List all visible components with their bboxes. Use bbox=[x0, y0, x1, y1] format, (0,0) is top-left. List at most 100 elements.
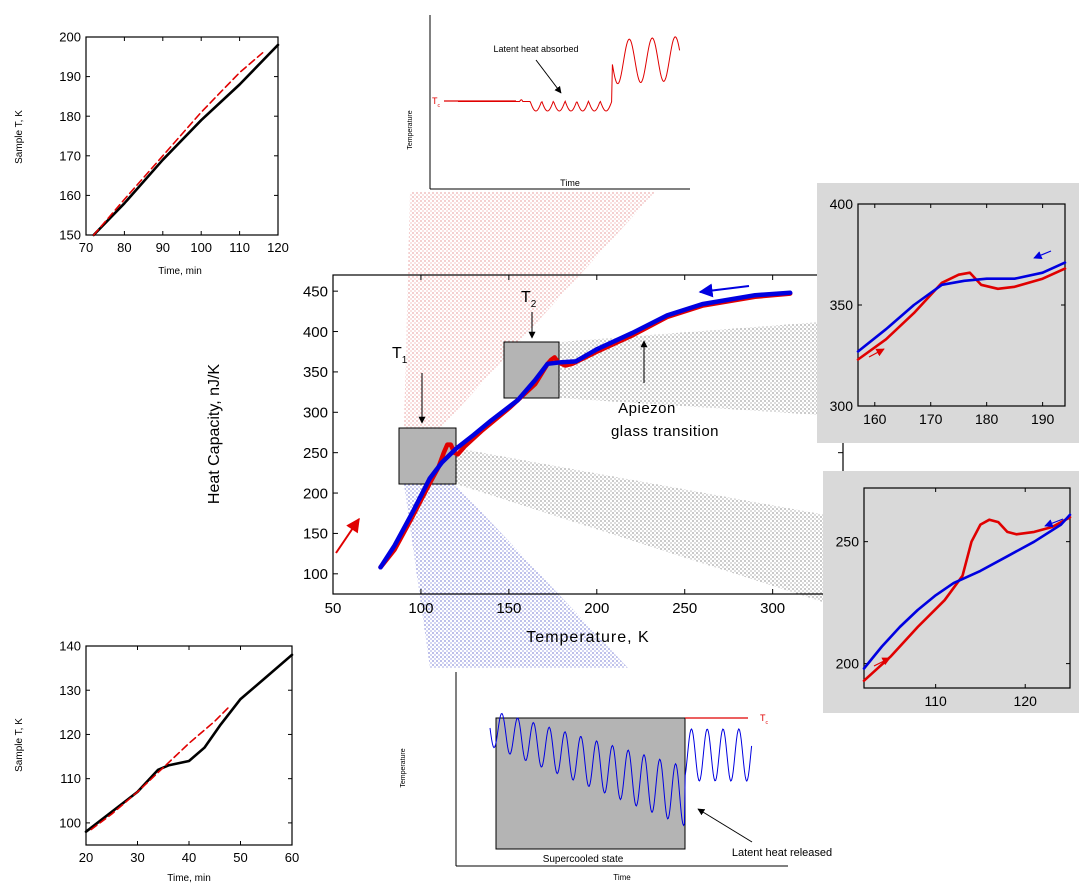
y-tick-label: 170 bbox=[59, 148, 81, 163]
x-tick-label: 200 bbox=[584, 600, 609, 617]
bm-note: Latent heat released bbox=[732, 847, 832, 859]
x-tick-label: 50 bbox=[233, 850, 247, 865]
rb-plot-frame bbox=[863, 487, 1071, 689]
bottom-left-inset: 20 30 40 50 60 100 110 120 130 140 Time, min Samp… bbox=[14, 639, 299, 884]
tm-note: Latent heat absorbed bbox=[493, 44, 578, 54]
x-tick-label: 190 bbox=[1031, 411, 1055, 427]
x-tick-label: 110 bbox=[924, 693, 947, 709]
series-line-red bbox=[90, 704, 231, 831]
y-tick-label: 130 bbox=[59, 683, 81, 698]
bm-box-label: Supercooled state bbox=[543, 854, 624, 865]
y-tick-label: 120 bbox=[59, 727, 81, 742]
series-line-red bbox=[856, 267, 1067, 361]
rb-cool-arrow bbox=[1044, 518, 1064, 528]
bm-wave bbox=[489, 712, 753, 827]
x-tick-label: 30 bbox=[130, 850, 144, 865]
x-tick-label: 160 bbox=[863, 411, 887, 427]
y-tick-label: 190 bbox=[59, 69, 81, 84]
x-tick-label: 120 bbox=[267, 240, 289, 255]
y-tick-label: 350 bbox=[303, 364, 328, 381]
t1-main: T bbox=[392, 345, 402, 362]
main-series bbox=[378, 290, 793, 570]
zoom-cones bbox=[404, 192, 826, 668]
y-tick-label: 110 bbox=[60, 771, 81, 786]
y-tick-label: 450 bbox=[303, 283, 328, 300]
heating-arrow bbox=[335, 517, 360, 554]
series-line-red bbox=[862, 516, 1072, 682]
y-tick-label: 250 bbox=[303, 445, 328, 462]
series-line-blue bbox=[862, 513, 1072, 670]
right-top-inset: 160 170 180 190 300 350 400 bbox=[817, 183, 1079, 443]
x-tick-label: 50 bbox=[325, 600, 342, 617]
right-bottom-inset: 110 120 200 250 bbox=[823, 471, 1079, 713]
top-left-inset: 70 80 90 100 110 120 150 160 170 180 190 200 Time, … bbox=[14, 30, 289, 277]
x-tick-label: 110 bbox=[229, 240, 250, 255]
rb-heat-arrow bbox=[873, 657, 891, 667]
bottom-middle-schematic: Time Temperature Supercooled state Tc La… bbox=[400, 672, 832, 882]
x-tick-label: 300 bbox=[760, 600, 785, 617]
tl-ticks: 70 80 90 100 110 120 150 160 170 180 190 200 bbox=[59, 30, 289, 255]
x-tick-label: 170 bbox=[919, 411, 943, 427]
apiezon-line2: glass transition bbox=[611, 423, 719, 440]
y-tick-label: 300 bbox=[303, 405, 328, 422]
y-tick-label: 200 bbox=[303, 485, 328, 502]
cone-gray-upper bbox=[559, 322, 820, 415]
x-tick-label: 100 bbox=[408, 600, 433, 617]
bm-tc-main: T bbox=[760, 713, 766, 723]
cone-gray-lower bbox=[456, 448, 826, 603]
cone-red-top bbox=[404, 192, 655, 428]
x-tick-label: 60 bbox=[285, 850, 299, 865]
main-chart: 50 100 150 200 250 300 100 150 200 250 300 350 400 45… bbox=[206, 274, 844, 646]
main-ylabel: Heat Capacity, nJ/K bbox=[206, 364, 223, 505]
x-tick-label: 80 bbox=[117, 240, 131, 255]
series-line-red bbox=[92, 52, 264, 236]
t2-sub: 2 bbox=[531, 299, 537, 310]
y-tick-label: 300 bbox=[830, 398, 854, 414]
y-tick-label: 150 bbox=[59, 228, 81, 243]
rt-heat-arrow bbox=[868, 348, 885, 358]
rt-cool-arrow bbox=[1033, 250, 1052, 260]
x-tick-label: 250 bbox=[672, 600, 697, 617]
tm-ylabel: Temperature bbox=[407, 110, 414, 149]
series-line-blue bbox=[378, 290, 793, 570]
tm-tc-label: Tc bbox=[432, 96, 441, 109]
rt-background bbox=[817, 183, 1079, 443]
tm-tc-main: T bbox=[432, 96, 438, 106]
x-tick-label: 90 bbox=[156, 240, 170, 255]
tl-xlabel: Time, min bbox=[158, 266, 202, 277]
y-tick-label: 400 bbox=[830, 196, 854, 212]
apiezon-line1: Apiezon bbox=[618, 400, 676, 417]
rb-series bbox=[862, 513, 1072, 682]
cone-blue-bottom bbox=[404, 484, 628, 668]
t2-label: T2 bbox=[521, 289, 537, 310]
y-tick-label: 350 bbox=[830, 297, 854, 313]
x-tick-label: 20 bbox=[79, 850, 93, 865]
tm-note-arrow bbox=[535, 59, 562, 94]
tm-xlabel: Time bbox=[560, 178, 580, 188]
bm-tc-sub: c bbox=[766, 720, 769, 726]
rt-ticks: 160 170 180 190 300 350 400 bbox=[830, 196, 1065, 427]
y-tick-label: 200 bbox=[59, 30, 81, 45]
bl-plot-frame bbox=[85, 645, 293, 846]
rb-ticks: 110 120 200 250 bbox=[836, 488, 1070, 709]
y-tick-label: 150 bbox=[303, 526, 328, 543]
t1-sub: 1 bbox=[402, 355, 408, 366]
y-tick-label: 140 bbox=[59, 639, 81, 654]
bm-xlabel: Time bbox=[613, 873, 631, 882]
t1-label: T1 bbox=[392, 345, 408, 366]
bl-series bbox=[84, 653, 294, 833]
tl-plot-frame bbox=[85, 36, 279, 236]
tl-series bbox=[92, 43, 280, 237]
main-xlabel: Temperature, K bbox=[526, 629, 649, 646]
bm-note-arrow bbox=[697, 808, 753, 843]
bl-xlabel: Time, min bbox=[167, 873, 211, 884]
cooling-arrow bbox=[698, 283, 750, 298]
t2-main: T bbox=[521, 289, 531, 306]
tm-tc-sub: c bbox=[438, 103, 441, 109]
y-tick-label: 100 bbox=[59, 815, 81, 830]
y-tick-label: 180 bbox=[59, 109, 81, 124]
tm-wave bbox=[458, 36, 681, 112]
series-line-blue bbox=[856, 261, 1067, 353]
y-tick-label: 250 bbox=[836, 534, 860, 550]
x-tick-label: 120 bbox=[1014, 693, 1038, 709]
